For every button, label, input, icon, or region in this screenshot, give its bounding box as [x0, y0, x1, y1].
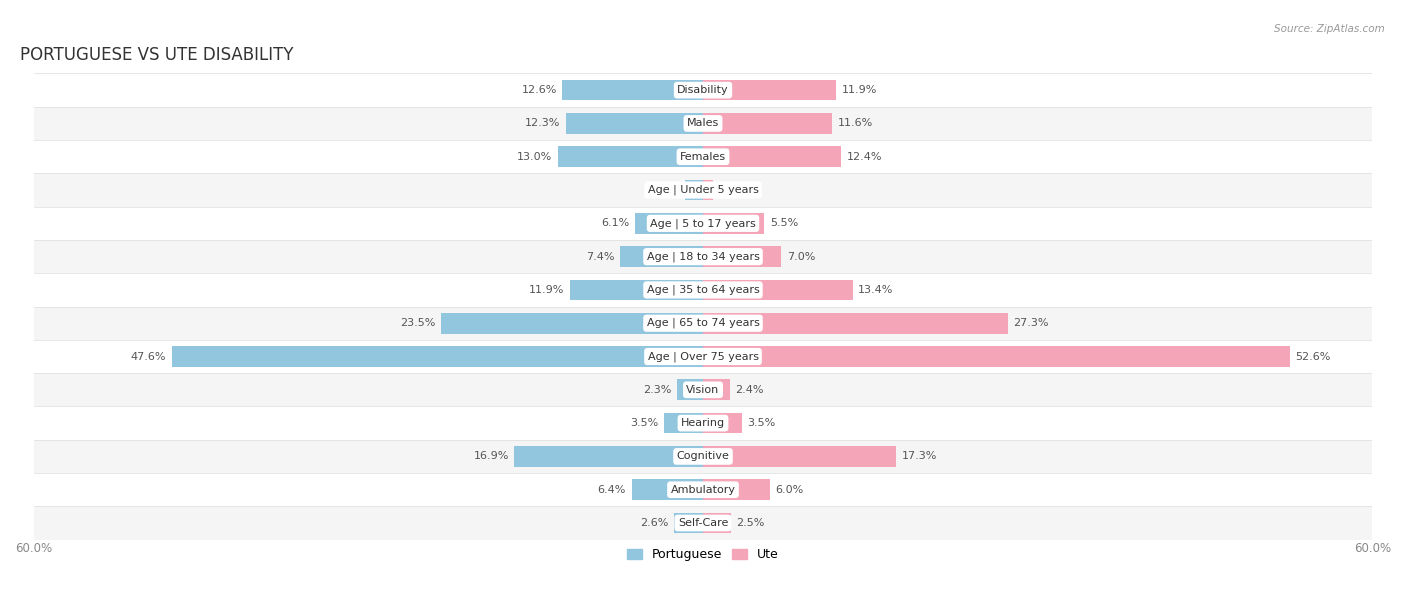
Text: 7.0%: 7.0% — [787, 252, 815, 261]
Text: Source: ZipAtlas.com: Source: ZipAtlas.com — [1274, 24, 1385, 34]
Bar — [703, 479, 770, 500]
Text: 1.6%: 1.6% — [651, 185, 679, 195]
Bar — [34, 406, 1372, 440]
Text: 11.9%: 11.9% — [841, 85, 877, 95]
Text: 2.4%: 2.4% — [735, 385, 763, 395]
Bar — [172, 346, 703, 367]
Bar — [34, 307, 1372, 340]
Bar — [703, 80, 835, 100]
Bar — [515, 446, 703, 467]
Text: 11.6%: 11.6% — [838, 119, 873, 129]
Bar — [703, 213, 765, 234]
Bar — [34, 73, 1372, 106]
Bar — [703, 513, 731, 533]
Text: 47.6%: 47.6% — [131, 351, 166, 362]
Text: 3.5%: 3.5% — [630, 418, 658, 428]
Bar — [34, 106, 1372, 140]
Bar — [34, 373, 1372, 406]
Bar — [685, 180, 703, 200]
Bar — [703, 113, 832, 134]
Text: 2.5%: 2.5% — [737, 518, 765, 528]
Bar — [703, 446, 896, 467]
Text: 13.4%: 13.4% — [858, 285, 893, 295]
Bar — [703, 280, 852, 300]
Bar — [678, 379, 703, 400]
Text: 12.3%: 12.3% — [524, 119, 560, 129]
Bar — [562, 80, 703, 100]
Text: 6.4%: 6.4% — [598, 485, 626, 494]
Bar — [673, 513, 703, 533]
Text: Age | 35 to 64 years: Age | 35 to 64 years — [647, 285, 759, 295]
Bar — [703, 346, 1289, 367]
Bar — [34, 274, 1372, 307]
Bar — [34, 240, 1372, 274]
Bar — [441, 313, 703, 334]
Text: Self-Care: Self-Care — [678, 518, 728, 528]
Text: Age | 18 to 34 years: Age | 18 to 34 years — [647, 252, 759, 262]
Text: 2.3%: 2.3% — [644, 385, 672, 395]
Bar — [703, 146, 841, 167]
Text: 13.0%: 13.0% — [517, 152, 553, 162]
Text: 17.3%: 17.3% — [901, 452, 936, 461]
Bar — [558, 146, 703, 167]
Text: Cognitive: Cognitive — [676, 452, 730, 461]
Text: 27.3%: 27.3% — [1014, 318, 1049, 328]
Text: 6.1%: 6.1% — [602, 218, 630, 228]
Bar — [703, 313, 1008, 334]
Text: 2.6%: 2.6% — [640, 518, 668, 528]
Bar — [703, 413, 742, 433]
Text: PORTUGUESE VS UTE DISABILITY: PORTUGUESE VS UTE DISABILITY — [20, 46, 294, 64]
Bar — [664, 413, 703, 433]
Bar — [565, 113, 703, 134]
Bar — [703, 180, 713, 200]
Text: Females: Females — [681, 152, 725, 162]
Text: Disability: Disability — [678, 85, 728, 95]
Text: Age | 65 to 74 years: Age | 65 to 74 years — [647, 318, 759, 329]
Text: Age | 5 to 17 years: Age | 5 to 17 years — [650, 218, 756, 228]
Bar — [34, 207, 1372, 240]
Text: 3.5%: 3.5% — [748, 418, 776, 428]
Bar — [620, 246, 703, 267]
Bar — [34, 506, 1372, 540]
Text: 5.5%: 5.5% — [770, 218, 799, 228]
Legend: Portuguese, Ute: Portuguese, Ute — [621, 543, 785, 566]
Bar — [34, 340, 1372, 373]
Text: 0.86%: 0.86% — [718, 185, 754, 195]
Bar — [703, 379, 730, 400]
Text: 23.5%: 23.5% — [399, 318, 436, 328]
Text: Ambulatory: Ambulatory — [671, 485, 735, 494]
Text: 12.4%: 12.4% — [846, 152, 883, 162]
Text: 11.9%: 11.9% — [529, 285, 565, 295]
Text: Hearing: Hearing — [681, 418, 725, 428]
Bar — [34, 473, 1372, 506]
Bar — [571, 280, 703, 300]
Bar — [703, 246, 782, 267]
Bar — [34, 140, 1372, 173]
Text: 16.9%: 16.9% — [474, 452, 509, 461]
Text: Males: Males — [688, 119, 718, 129]
Text: 7.4%: 7.4% — [586, 252, 614, 261]
Text: Age | Over 75 years: Age | Over 75 years — [648, 351, 758, 362]
Text: 6.0%: 6.0% — [776, 485, 804, 494]
Bar — [631, 479, 703, 500]
Text: Vision: Vision — [686, 385, 720, 395]
Bar — [34, 440, 1372, 473]
Text: 12.6%: 12.6% — [522, 85, 557, 95]
Text: Age | Under 5 years: Age | Under 5 years — [648, 185, 758, 195]
Bar — [34, 173, 1372, 207]
Bar — [636, 213, 703, 234]
Text: 52.6%: 52.6% — [1295, 351, 1331, 362]
